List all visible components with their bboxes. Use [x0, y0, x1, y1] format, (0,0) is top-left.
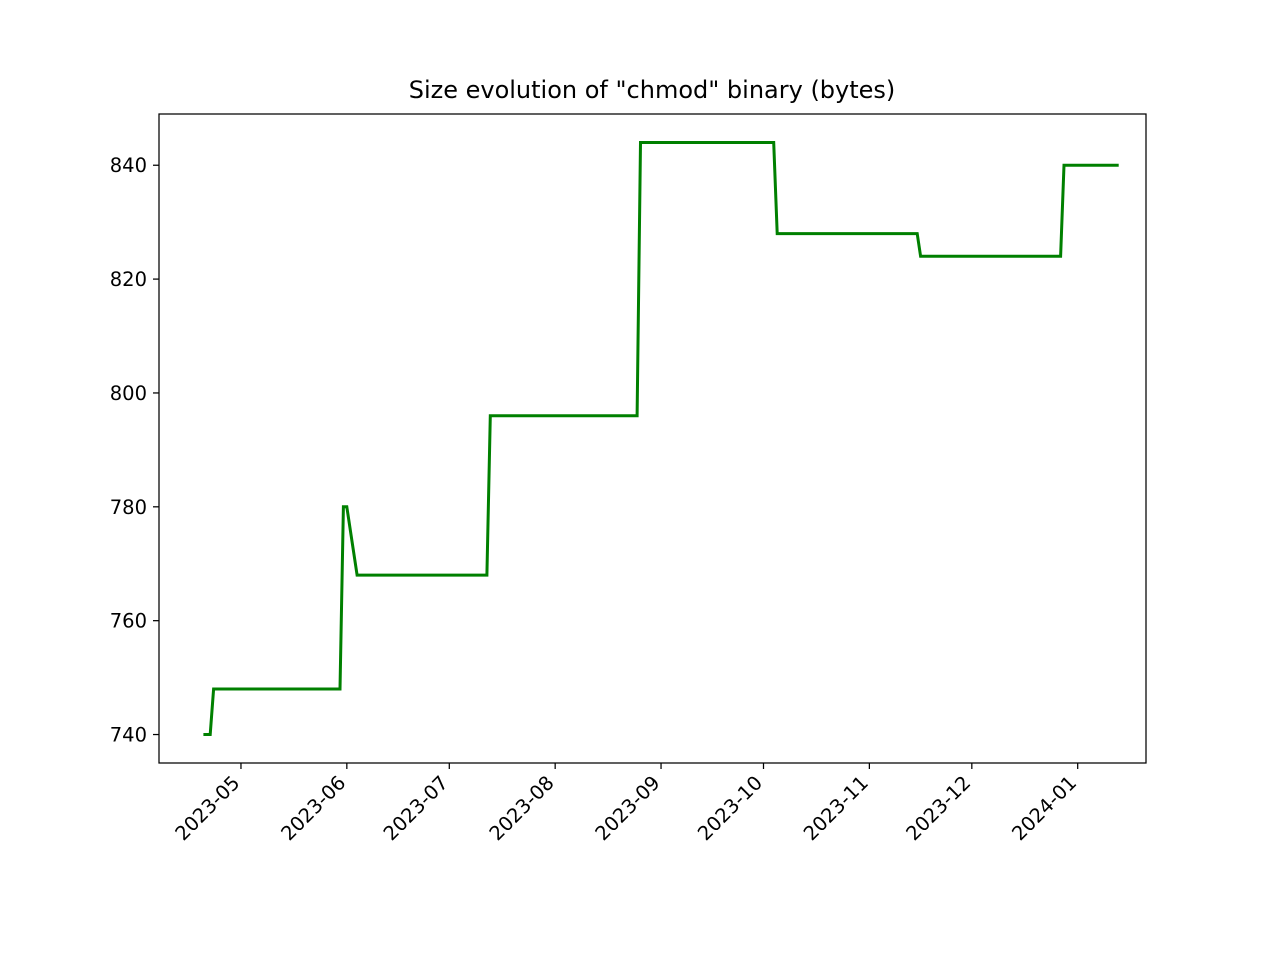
series-line: [203, 141, 1119, 736]
series-layer: [203, 141, 1119, 736]
x-tick-label: 2023-06: [276, 771, 350, 845]
plot-frame: [158, 113, 1147, 764]
x-tick-label: 2023-05: [171, 771, 245, 845]
x-tick-label: 2023-08: [485, 771, 559, 845]
x-tick-label: 2023-11: [799, 771, 873, 845]
y-axis: 740 760 780 800 820 840: [110, 154, 159, 747]
y-tick-label: 780: [110, 496, 147, 519]
y-tick-label: 820: [110, 268, 147, 291]
x-tick-label: 2024-01: [1007, 771, 1081, 845]
x-tick-label: 2023-12: [901, 771, 975, 845]
x-tick-label: 2023-09: [591, 771, 665, 845]
y-tick-label: 800: [110, 382, 147, 405]
y-tick-label: 740: [110, 724, 147, 747]
y-tick-label: 840: [110, 154, 147, 177]
x-tick-label: 2023-07: [379, 771, 453, 845]
x-axis: 2023-05 2023-06 2023-07 2023-08 2023-09 2023-…: [171, 763, 1081, 845]
y-tick-label: 760: [110, 610, 147, 633]
x-tick-label: 2023-10: [693, 771, 767, 845]
chart-title: Size evolution of "chmod" binary (bytes): [409, 76, 896, 104]
